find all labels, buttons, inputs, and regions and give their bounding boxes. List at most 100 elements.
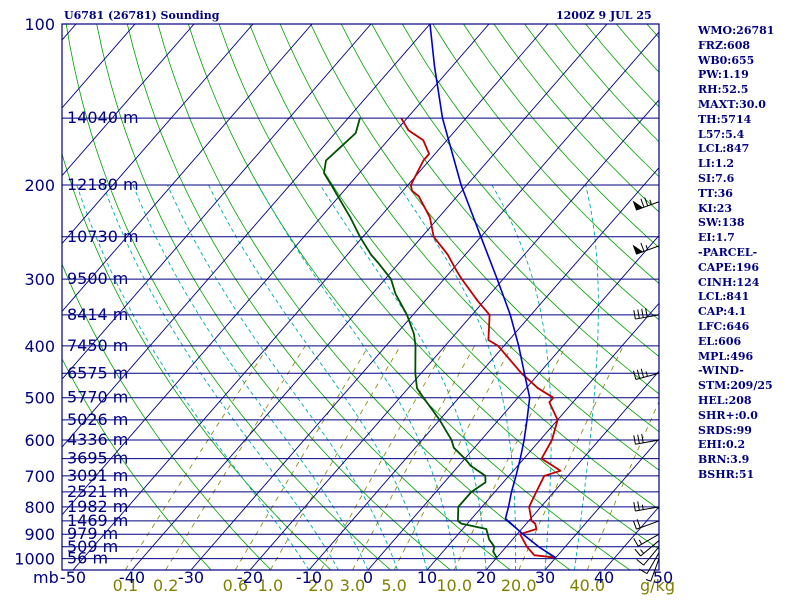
index-item: SW:138 (698, 216, 745, 230)
moist-adiabat (102, 184, 339, 570)
dewpoint-trace (323, 117, 498, 559)
height-label: 1982 m (67, 497, 128, 516)
wind-barb (633, 368, 660, 380)
plot-frame (61, 23, 660, 571)
wind-barb (632, 519, 660, 530)
mixing-ratio-line (393, 345, 513, 570)
index-item: EL:606 (698, 334, 742, 348)
pressure-label: 1000 (14, 550, 55, 569)
pressure-label: 300 (24, 270, 55, 289)
pressure-label: 200 (24, 176, 55, 195)
mixing-ratio-label: 3.0 (340, 576, 365, 595)
pressure-label: 400 (24, 337, 55, 356)
dry-adiabat (62, 263, 272, 570)
wind-barb (634, 540, 660, 557)
height-label: 7450 m (67, 336, 128, 355)
dry-adiabat (310, 24, 659, 433)
wind-barb (636, 546, 660, 566)
background-lines (62, 24, 659, 570)
dry-adiabat (249, 24, 659, 510)
index-item: CAPE:196 (698, 260, 759, 274)
isotherm (190, 31, 659, 570)
index-item: SHR+:0.0 (698, 408, 758, 422)
temperature-tick-label: -50 (60, 568, 86, 587)
moist-adiabat (320, 184, 487, 570)
dry-adiabat (62, 357, 212, 570)
mixing-ratio-line (165, 345, 306, 570)
temperature-trace (400, 117, 562, 559)
index-item: FRZ:608 (698, 38, 751, 52)
wind-barb (633, 501, 660, 512)
mixing-ratio-line (125, 345, 269, 570)
index-item: WMO:26781 (698, 24, 775, 37)
height-label: 56 m (67, 549, 108, 568)
temperature-tick-label: 0 (363, 568, 373, 587)
isotherm (367, 234, 659, 570)
moist-adiabat (491, 184, 552, 570)
index-item: CINH:124 (698, 275, 760, 289)
height-label: 6575 m (67, 363, 128, 382)
mixing-ratio-label: 1.0 (258, 576, 283, 595)
moist-adiabat (132, 184, 369, 570)
index-item: TH:5714 (698, 112, 752, 126)
index-item: LI:1.2 (698, 157, 735, 171)
isotherm (62, 24, 372, 380)
temperature-tick-label: -10 (296, 568, 322, 587)
moist-adiabat (208, 184, 428, 570)
pressure-unit: mb (33, 568, 59, 587)
wind-barb (645, 558, 660, 582)
moist-adiabat (257, 184, 457, 570)
temperature-tick-label: 50 (653, 568, 673, 587)
isotherm (62, 24, 431, 448)
sounding-time: 1200Z 9 JUL 25 (556, 9, 652, 22)
wind-barb (633, 533, 660, 547)
moist-adiabat (167, 184, 398, 570)
height-label: 2521 m (67, 482, 128, 501)
height-label: 4336 m (67, 430, 128, 449)
height-label: 14040 m (67, 108, 139, 127)
sounding-title: U6781 (26781) Sounding (64, 9, 220, 22)
temperature-tick-label: 40 (594, 568, 614, 587)
mixing-ratio-label: 0.2 (153, 576, 178, 595)
index-item: MPL:496 (698, 349, 754, 363)
mixing-ratio-line (518, 345, 624, 570)
index-item: BSHR:51 (698, 467, 755, 481)
mixing-ratio-label: 0.1 (113, 576, 138, 595)
moist-adiabat (574, 184, 599, 570)
wind-barbs (632, 197, 660, 582)
height-label: 3695 m (67, 449, 128, 468)
pressure-label: 100 (24, 15, 55, 34)
height-label: 5026 m (67, 410, 128, 429)
height-label: 509 m (67, 537, 118, 556)
index-item: EHI:0.2 (698, 438, 746, 452)
pressure-label: 500 (24, 389, 55, 408)
index-item: MAXT:30.0 (698, 97, 766, 111)
height-label: 5770 m (67, 388, 128, 407)
height-label: 979 m (67, 524, 118, 543)
wind-barb (633, 308, 660, 320)
height-label: 1469 m (67, 511, 128, 530)
isotherm (62, 24, 313, 313)
index-item: PW:1.19 (698, 68, 749, 82)
moist-adiabat (76, 184, 310, 570)
isotherm (131, 24, 608, 570)
height-label: 9500 m (67, 269, 128, 288)
index-item: WB0:655 (698, 53, 755, 67)
axis-labels: 0.1 0.2 0.6 1.0 2.0 3.0 5.0 10.0 20.0 40.0 g/kg100… (14, 15, 675, 595)
pressure-label: 600 (24, 431, 55, 450)
dry-adiabat (96, 24, 451, 570)
index-item: LFC:646 (698, 319, 750, 333)
dry-adiabat (126, 24, 511, 570)
dry-adiabat (463, 24, 659, 249)
wind-barb (638, 552, 660, 575)
dry-adiabat (218, 24, 659, 550)
mixing-ratio-line (270, 345, 401, 570)
index-item: BRN:3.9 (698, 453, 750, 467)
isotherm (62, 24, 77, 41)
mixing-ratio-label: 20.0 (501, 576, 537, 595)
wind-barb (632, 242, 660, 255)
height-label: 3091 m (67, 466, 128, 485)
mixing-ratio-label: 10.0 (436, 576, 472, 595)
dry-adiabat (371, 24, 659, 358)
